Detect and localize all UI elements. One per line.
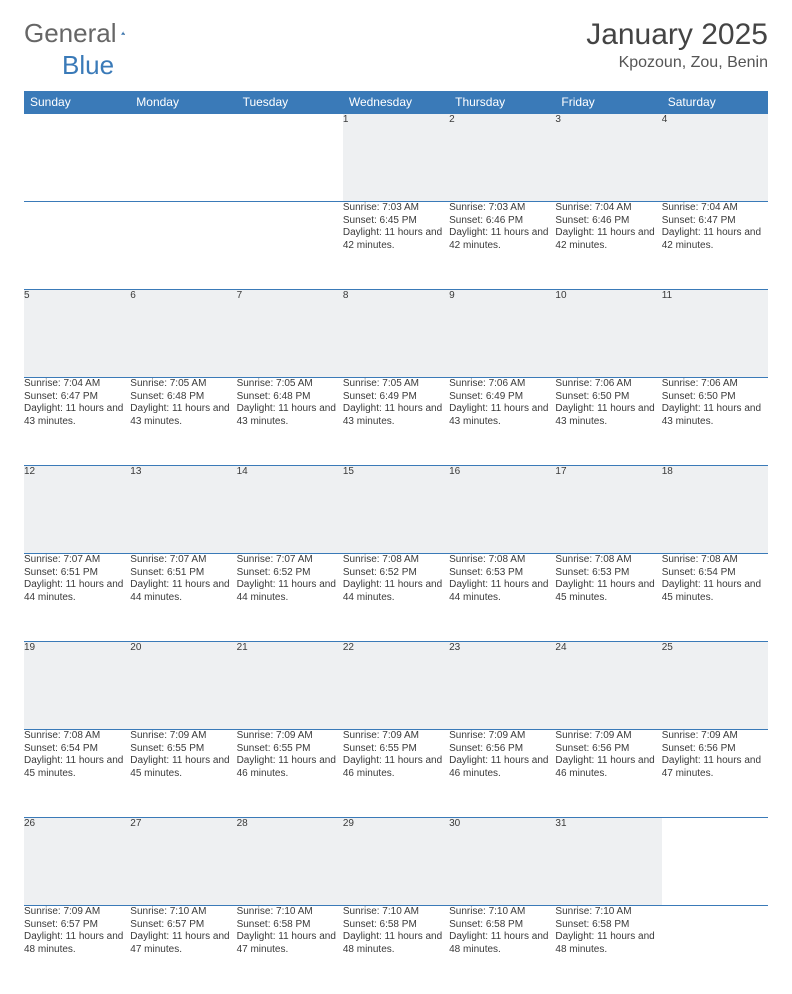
day-number: 3 [555, 114, 661, 202]
day-number: 14 [237, 466, 343, 554]
daynum-row: 12131415161718 [24, 466, 768, 554]
day-cell: Sunrise: 7:04 AMSunset: 6:47 PMDaylight:… [24, 378, 130, 466]
month-title: January 2025 [586, 18, 768, 52]
day-number: 27 [130, 818, 236, 906]
content-row: Sunrise: 7:07 AMSunset: 6:51 PMDaylight:… [24, 554, 768, 642]
day-cell: Sunrise: 7:06 AMSunset: 6:50 PMDaylight:… [662, 378, 768, 466]
day-cell: Sunrise: 7:09 AMSunset: 6:55 PMDaylight:… [237, 730, 343, 818]
day-cell [237, 202, 343, 290]
daynum-row: 262728293031 [24, 818, 768, 906]
day-cell: Sunrise: 7:03 AMSunset: 6:45 PMDaylight:… [343, 202, 449, 290]
day-number: 19 [24, 642, 130, 730]
day-number: 26 [24, 818, 130, 906]
title-block: January 2025 Kpozoun, Zou, Benin [586, 18, 768, 72]
day-number: 24 [555, 642, 661, 730]
day-number: 7 [237, 290, 343, 378]
day-number: 28 [237, 818, 343, 906]
day-cell: Sunrise: 7:06 AMSunset: 6:49 PMDaylight:… [449, 378, 555, 466]
content-row: Sunrise: 7:09 AMSunset: 6:57 PMDaylight:… [24, 906, 768, 994]
day-number: 8 [343, 290, 449, 378]
day-cell: Sunrise: 7:10 AMSunset: 6:58 PMDaylight:… [449, 906, 555, 994]
day-cell: Sunrise: 7:09 AMSunset: 6:57 PMDaylight:… [24, 906, 130, 994]
content-row: Sunrise: 7:03 AMSunset: 6:45 PMDaylight:… [24, 202, 768, 290]
day-cell: Sunrise: 7:10 AMSunset: 6:58 PMDaylight:… [343, 906, 449, 994]
day-number: 10 [555, 290, 661, 378]
day-number: 2 [449, 114, 555, 202]
day-cell: Sunrise: 7:04 AMSunset: 6:47 PMDaylight:… [662, 202, 768, 290]
day-header: Saturday [662, 91, 768, 114]
day-cell: Sunrise: 7:07 AMSunset: 6:52 PMDaylight:… [237, 554, 343, 642]
logo-text-2: Blue [62, 50, 114, 81]
day-number: 9 [449, 290, 555, 378]
day-number: 18 [662, 466, 768, 554]
day-number: 23 [449, 642, 555, 730]
day-number [130, 114, 236, 202]
day-number: 31 [555, 818, 661, 906]
calendar-table: SundayMondayTuesdayWednesdayThursdayFrid… [24, 91, 768, 994]
day-cell: Sunrise: 7:09 AMSunset: 6:55 PMDaylight:… [343, 730, 449, 818]
logo-icon [121, 23, 125, 43]
day-cell: Sunrise: 7:10 AMSunset: 6:57 PMDaylight:… [130, 906, 236, 994]
daynum-row: 567891011 [24, 290, 768, 378]
day-header: Sunday [24, 91, 130, 114]
day-cell [662, 906, 768, 994]
day-number: 13 [130, 466, 236, 554]
day-cell: Sunrise: 7:03 AMSunset: 6:46 PMDaylight:… [449, 202, 555, 290]
day-number: 25 [662, 642, 768, 730]
day-cell: Sunrise: 7:10 AMSunset: 6:58 PMDaylight:… [237, 906, 343, 994]
day-cell [130, 202, 236, 290]
day-cell: Sunrise: 7:05 AMSunset: 6:48 PMDaylight:… [237, 378, 343, 466]
day-cell [24, 202, 130, 290]
day-number: 1 [343, 114, 449, 202]
day-number: 15 [343, 466, 449, 554]
day-cell: Sunrise: 7:08 AMSunset: 6:54 PMDaylight:… [24, 730, 130, 818]
day-header: Monday [130, 91, 236, 114]
day-cell: Sunrise: 7:09 AMSunset: 6:56 PMDaylight:… [555, 730, 661, 818]
day-number: 29 [343, 818, 449, 906]
calendar-body: 1234Sunrise: 7:03 AMSunset: 6:45 PMDayli… [24, 114, 768, 994]
day-number [24, 114, 130, 202]
location: Kpozoun, Zou, Benin [586, 54, 768, 72]
day-cell: Sunrise: 7:07 AMSunset: 6:51 PMDaylight:… [24, 554, 130, 642]
day-number: 4 [662, 114, 768, 202]
day-cell: Sunrise: 7:08 AMSunset: 6:53 PMDaylight:… [449, 554, 555, 642]
day-number: 5 [24, 290, 130, 378]
day-cell: Sunrise: 7:09 AMSunset: 6:55 PMDaylight:… [130, 730, 236, 818]
day-number: 6 [130, 290, 236, 378]
day-cell: Sunrise: 7:09 AMSunset: 6:56 PMDaylight:… [449, 730, 555, 818]
day-cell: Sunrise: 7:05 AMSunset: 6:48 PMDaylight:… [130, 378, 236, 466]
day-header: Thursday [449, 91, 555, 114]
day-number: 22 [343, 642, 449, 730]
day-number: 21 [237, 642, 343, 730]
day-cell: Sunrise: 7:08 AMSunset: 6:53 PMDaylight:… [555, 554, 661, 642]
day-header: Wednesday [343, 91, 449, 114]
daynum-row: 1234 [24, 114, 768, 202]
day-number: 12 [24, 466, 130, 554]
day-header: Friday [555, 91, 661, 114]
day-cell: Sunrise: 7:08 AMSunset: 6:52 PMDaylight:… [343, 554, 449, 642]
logo: General [24, 18, 149, 49]
day-number: 17 [555, 466, 661, 554]
content-row: Sunrise: 7:08 AMSunset: 6:54 PMDaylight:… [24, 730, 768, 818]
day-cell: Sunrise: 7:06 AMSunset: 6:50 PMDaylight:… [555, 378, 661, 466]
day-number [662, 818, 768, 906]
day-cell: Sunrise: 7:05 AMSunset: 6:49 PMDaylight:… [343, 378, 449, 466]
day-header-row: SundayMondayTuesdayWednesdayThursdayFrid… [24, 91, 768, 114]
day-number [237, 114, 343, 202]
content-row: Sunrise: 7:04 AMSunset: 6:47 PMDaylight:… [24, 378, 768, 466]
day-cell: Sunrise: 7:04 AMSunset: 6:46 PMDaylight:… [555, 202, 661, 290]
day-header: Tuesday [237, 91, 343, 114]
day-number: 20 [130, 642, 236, 730]
day-cell: Sunrise: 7:08 AMSunset: 6:54 PMDaylight:… [662, 554, 768, 642]
day-cell: Sunrise: 7:10 AMSunset: 6:58 PMDaylight:… [555, 906, 661, 994]
day-number: 30 [449, 818, 555, 906]
day-cell: Sunrise: 7:07 AMSunset: 6:51 PMDaylight:… [130, 554, 236, 642]
day-number: 11 [662, 290, 768, 378]
logo-text-1: General [24, 18, 117, 49]
day-cell: Sunrise: 7:09 AMSunset: 6:56 PMDaylight:… [662, 730, 768, 818]
daynum-row: 19202122232425 [24, 642, 768, 730]
day-number: 16 [449, 466, 555, 554]
